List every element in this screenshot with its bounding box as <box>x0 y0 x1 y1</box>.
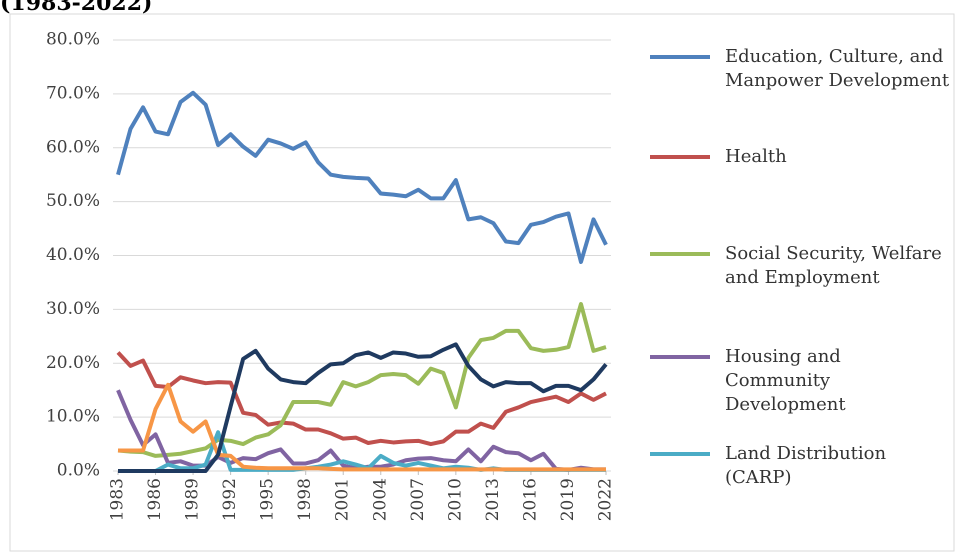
x-tick-label: 2019 <box>558 478 578 521</box>
series-line <box>117 301 607 458</box>
x-tick-label: 2001 <box>333 478 353 521</box>
chart-title: (1983-2022) <box>0 0 152 16</box>
y-tick-label: 30.0% <box>46 299 100 319</box>
x-tick-label: 1986 <box>145 478 165 521</box>
x-tick-label: 2022 <box>596 478 616 521</box>
series-line <box>116 351 607 447</box>
legend-label: Education, Culture, and Manpower Develop… <box>725 46 950 91</box>
x-tick-label: 2016 <box>520 478 540 521</box>
legend-label: Social Security, Welfare and Employment <box>725 243 942 288</box>
y-tick-label: 70.0% <box>46 83 100 103</box>
y-tick-label: 0.0% <box>57 461 100 481</box>
legend-label: Land Distribution (CARP) <box>725 443 887 488</box>
series-line <box>118 382 606 472</box>
x-tick-label: 1989 <box>183 478 203 521</box>
y-tick-label: 20.0% <box>46 353 100 373</box>
y-tick-label: 50.0% <box>46 191 100 211</box>
series-line <box>116 90 608 264</box>
x-tick-label: 2010 <box>445 478 465 521</box>
x-tick-label: 1995 <box>258 478 278 521</box>
legend-label: Health <box>725 146 787 167</box>
y-tick-label: 60.0% <box>46 137 100 157</box>
legend-label: Housing and Community Development <box>725 346 846 415</box>
x-tick-label: 1983 <box>108 478 128 521</box>
y-tick-label: 40.0% <box>46 245 100 265</box>
series-line <box>118 342 608 473</box>
y-tick-label: 80.0% <box>46 30 100 50</box>
y-tick-label: 10.0% <box>46 407 100 427</box>
x-tick-label: 2013 <box>483 478 503 521</box>
x-tick-label: 1992 <box>220 478 240 521</box>
x-tick-label: 2007 <box>408 478 428 521</box>
x-tick-label: 1998 <box>295 478 315 521</box>
chart-frame <box>9 13 955 552</box>
x-tick-label: 2004 <box>370 478 390 521</box>
